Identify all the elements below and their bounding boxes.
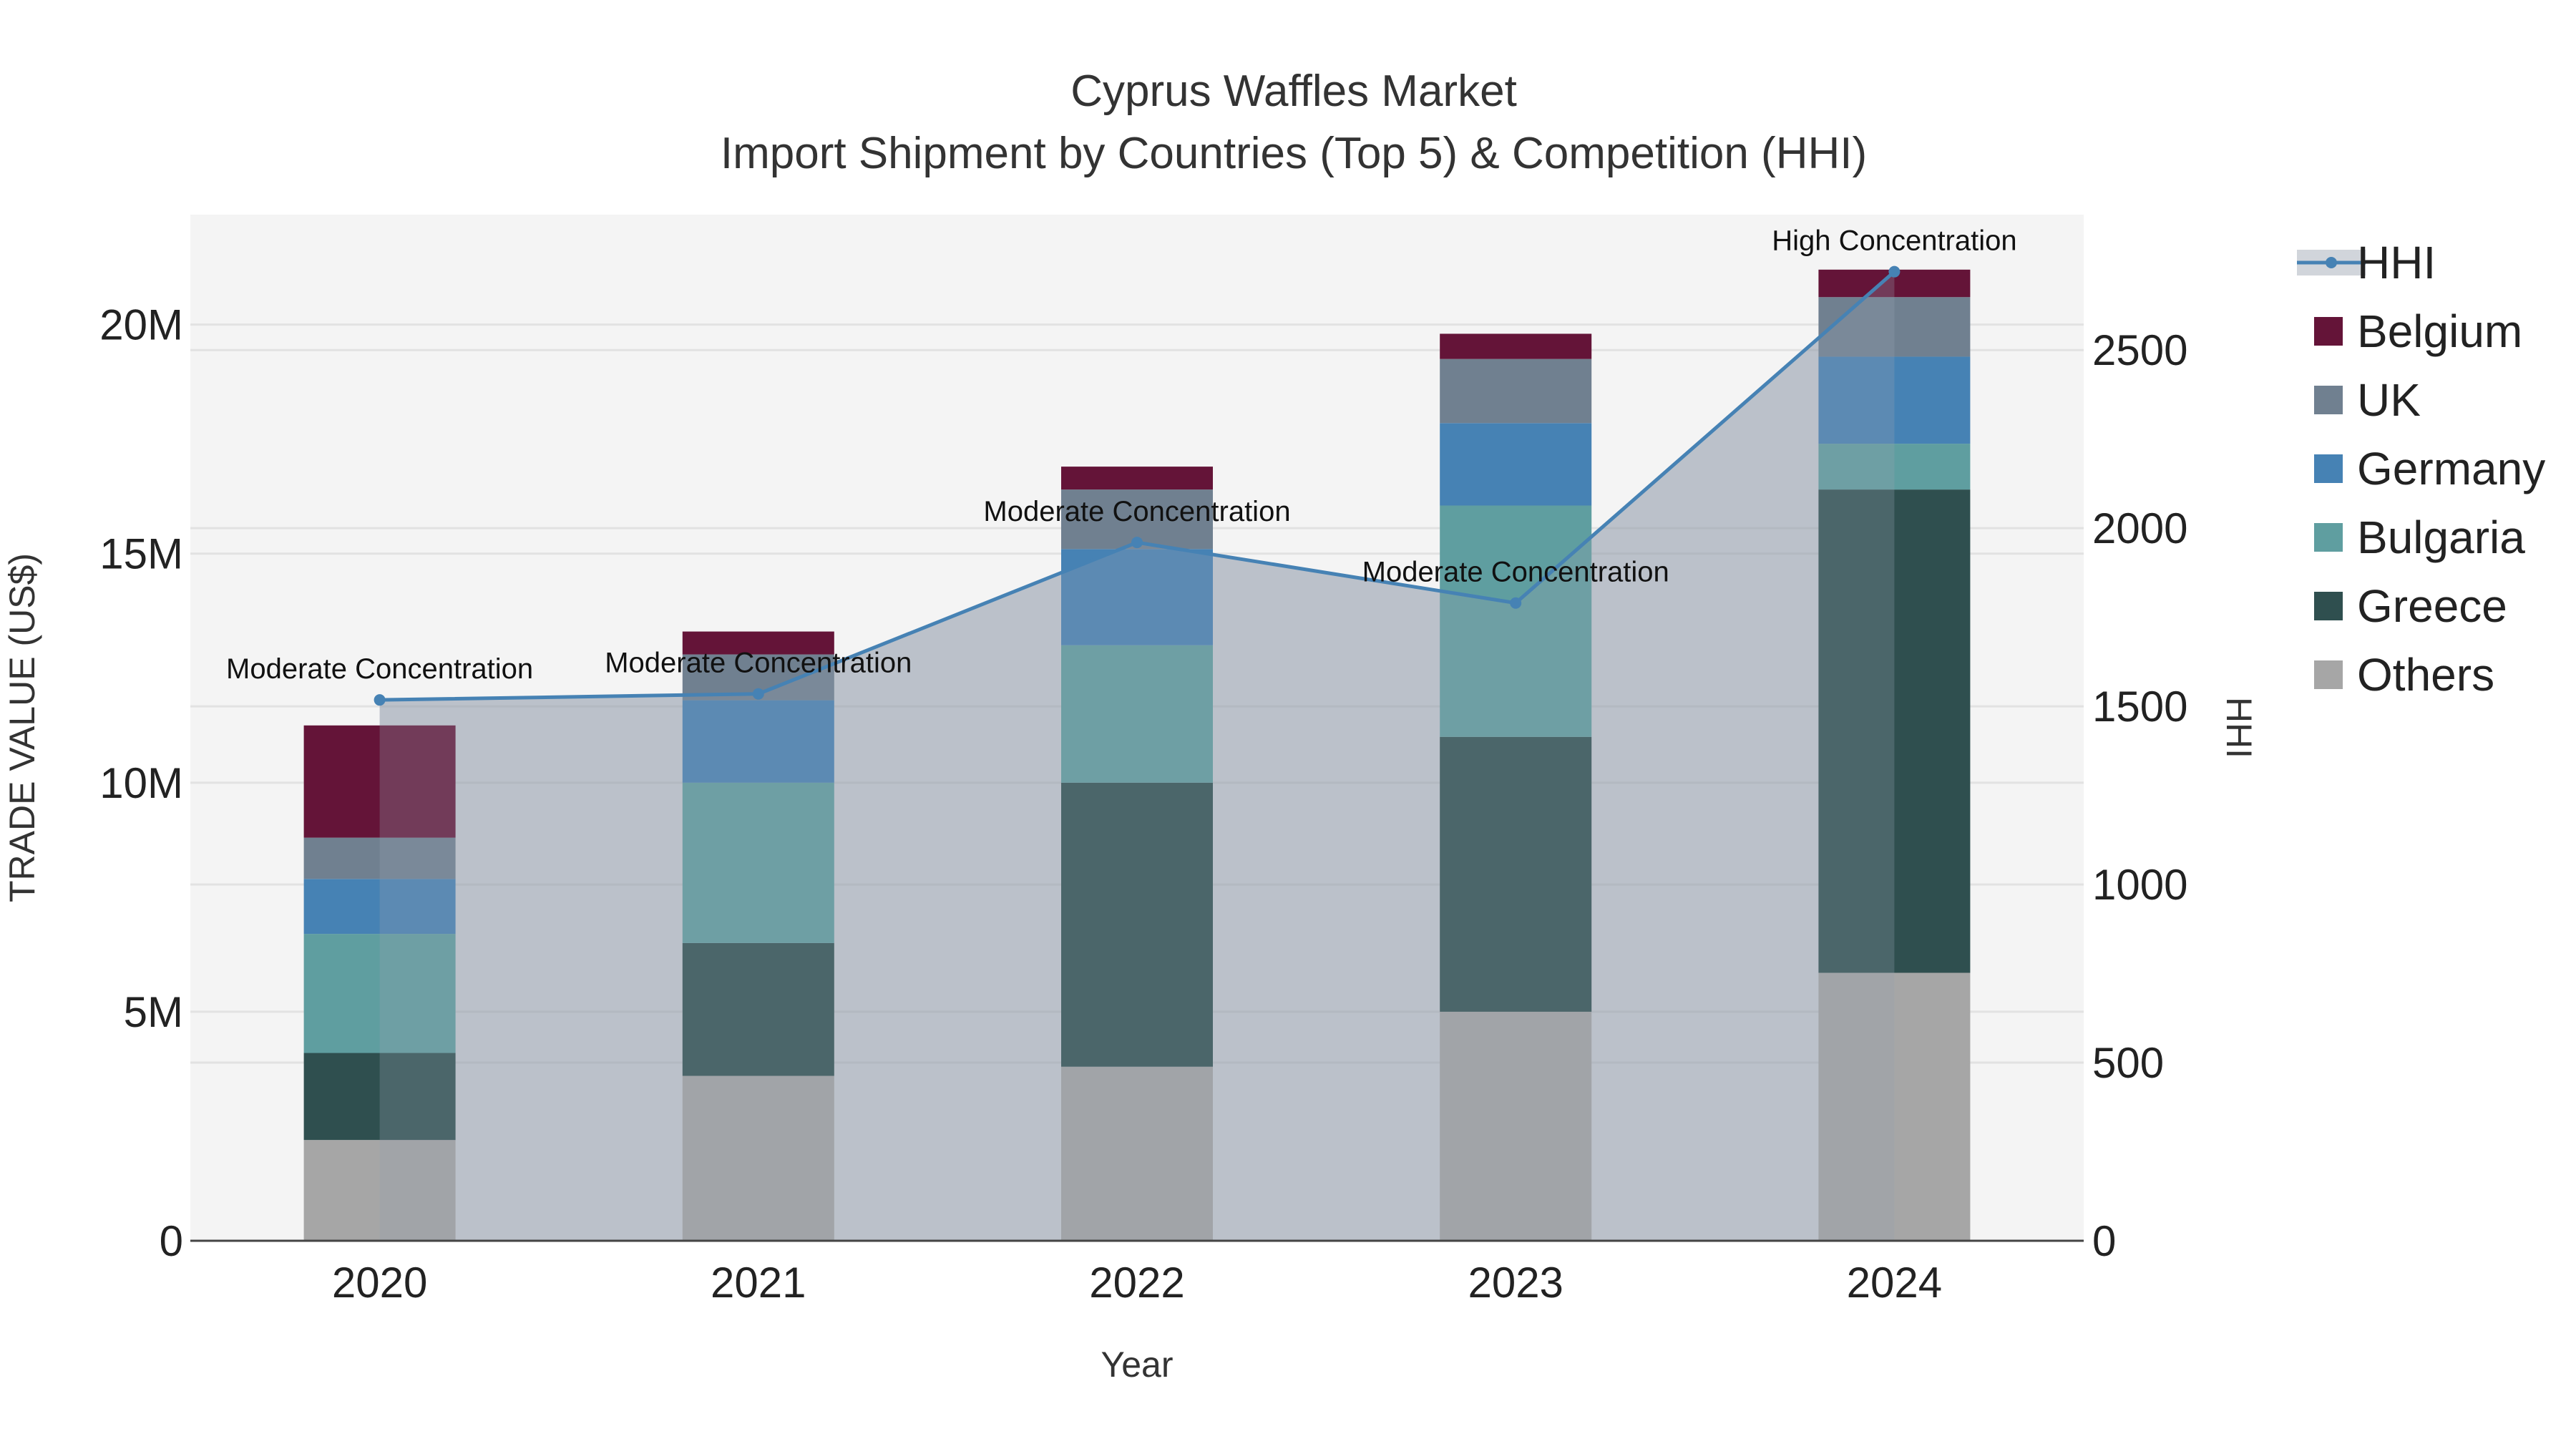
y2-tick-label: 1000 bbox=[2092, 861, 2187, 909]
legend-hhi-marker bbox=[2326, 257, 2337, 268]
legend: HHI Belgium UK Germany Bulgaria Greece Others bbox=[2297, 237, 2545, 701]
bar-greece-2020 bbox=[303, 1053, 456, 1141]
y-tick-label: 10M bbox=[99, 759, 183, 807]
hhi-point-2023 bbox=[1510, 597, 1522, 609]
bar-others-2024 bbox=[1818, 972, 1971, 1241]
legend-label-germany: Germany bbox=[2357, 443, 2545, 494]
y2-tick-label: 1500 bbox=[2092, 683, 2187, 731]
x-tick-label-2023: 2023 bbox=[1468, 1259, 1563, 1307]
bar-greece-2021 bbox=[682, 942, 834, 1076]
chart-title: Cyprus Waffles Market bbox=[1070, 67, 1517, 116]
bar-belgium-2022 bbox=[1061, 467, 1213, 490]
x-tick-label-2021: 2021 bbox=[711, 1259, 806, 1307]
hhi-area-overlay bbox=[379, 271, 1895, 1241]
y2-tick-label: 2000 bbox=[2092, 504, 2187, 552]
y-axis-ticks: 0 5M 10M 15M 20M bbox=[99, 301, 183, 1265]
y2-tick-label: 2500 bbox=[2092, 326, 2187, 374]
y2-tick-label: 0 bbox=[2092, 1217, 2116, 1265]
chart-subtitle: Import Shipment by Countries (Top 5) & C… bbox=[721, 129, 1867, 178]
hhi-point-2022 bbox=[1131, 537, 1143, 549]
bar-belgium-2021 bbox=[682, 631, 834, 655]
legend-label-belgium: Belgium bbox=[2357, 306, 2522, 357]
hhi-annotation-2020: Moderate Concentration bbox=[226, 653, 533, 685]
bar-others-2020 bbox=[303, 1140, 456, 1241]
bar-germany-2024 bbox=[1818, 356, 1971, 444]
x-axis-ticks: 2020 2021 2022 2023 2024 bbox=[332, 1259, 1942, 1307]
bar-germany-2022 bbox=[1061, 549, 1213, 645]
legend-label-greece: Greece bbox=[2357, 580, 2507, 632]
legend-label-others: Others bbox=[2357, 649, 2494, 701]
legend-swatch-belgium bbox=[2314, 317, 2343, 346]
y-tick-label: 5M bbox=[124, 988, 183, 1036]
bar-germany-2020 bbox=[303, 879, 456, 935]
bar-others-2021 bbox=[682, 1075, 834, 1241]
legend-swatch-others bbox=[2314, 660, 2343, 689]
hhi-annotation-2021: Moderate Concentration bbox=[605, 648, 912, 679]
hhi-annotation-2024: High Concentration bbox=[1772, 225, 2016, 257]
bar-belgium-2023 bbox=[1440, 333, 1592, 359]
bar-uk-2024 bbox=[1818, 297, 1971, 357]
hhi-point-2020 bbox=[374, 694, 386, 706]
bar-uk-2020 bbox=[303, 837, 456, 879]
bar-bulgaria-2024 bbox=[1818, 444, 1971, 490]
bar-others-2023 bbox=[1440, 1011, 1592, 1241]
bar-bulgaria-2021 bbox=[682, 782, 834, 943]
hhi-annotation-2022: Moderate Concentration bbox=[983, 496, 1290, 527]
hhi-point-2024 bbox=[1888, 265, 1901, 278]
bars-layer bbox=[303, 269, 1971, 1241]
legend-label-bulgaria: Bulgaria bbox=[2357, 512, 2525, 563]
y2-axis-ticks: 0 500 1000 1500 2000 2500 bbox=[2092, 326, 2187, 1265]
y-axis-title: TRADE VALUE (US$) bbox=[2, 553, 42, 902]
x-tick-label-2022: 2022 bbox=[1089, 1259, 1184, 1307]
y-tick-label: 15M bbox=[99, 530, 183, 578]
bar-uk-2023 bbox=[1440, 358, 1592, 424]
bar-greece-2023 bbox=[1440, 736, 1592, 1012]
hhi-point-2021 bbox=[752, 688, 764, 700]
bar-greece-2022 bbox=[1061, 782, 1213, 1067]
bar-germany-2023 bbox=[1440, 423, 1592, 506]
bar-greece-2024 bbox=[1818, 489, 1971, 973]
bar-bulgaria-2022 bbox=[1061, 645, 1213, 783]
annotations-layer: Moderate Concentration Moderate Concentra… bbox=[226, 225, 2017, 685]
bar-others-2022 bbox=[1061, 1066, 1213, 1241]
legend-swatch-greece bbox=[2314, 592, 2343, 620]
legend-swatch-germany bbox=[2314, 454, 2343, 483]
x-tick-label-2020: 2020 bbox=[332, 1259, 427, 1307]
bar-germany-2021 bbox=[682, 700, 834, 783]
x-tick-label-2024: 2024 bbox=[1847, 1259, 1942, 1307]
bar-bulgaria-2023 bbox=[1440, 505, 1592, 737]
y2-tick-label: 500 bbox=[2092, 1039, 2164, 1087]
legend-swatch-bulgaria bbox=[2314, 523, 2343, 552]
bar-bulgaria-2020 bbox=[303, 934, 456, 1053]
bar-belgium-2020 bbox=[303, 725, 456, 838]
hhi-line-layer bbox=[374, 265, 1901, 706]
x-axis-title: Year bbox=[1101, 1345, 1173, 1385]
hhi-annotation-2023: Moderate Concentration bbox=[1362, 557, 1669, 588]
legend-swatch-uk bbox=[2314, 386, 2343, 414]
y2-axis-title: HHI bbox=[2219, 697, 2259, 758]
legend-hhi-label: HHI bbox=[2357, 237, 2436, 288]
y-tick-label: 0 bbox=[160, 1217, 183, 1265]
legend-label-uk: UK bbox=[2357, 374, 2421, 426]
y-tick-label: 20M bbox=[99, 301, 183, 349]
